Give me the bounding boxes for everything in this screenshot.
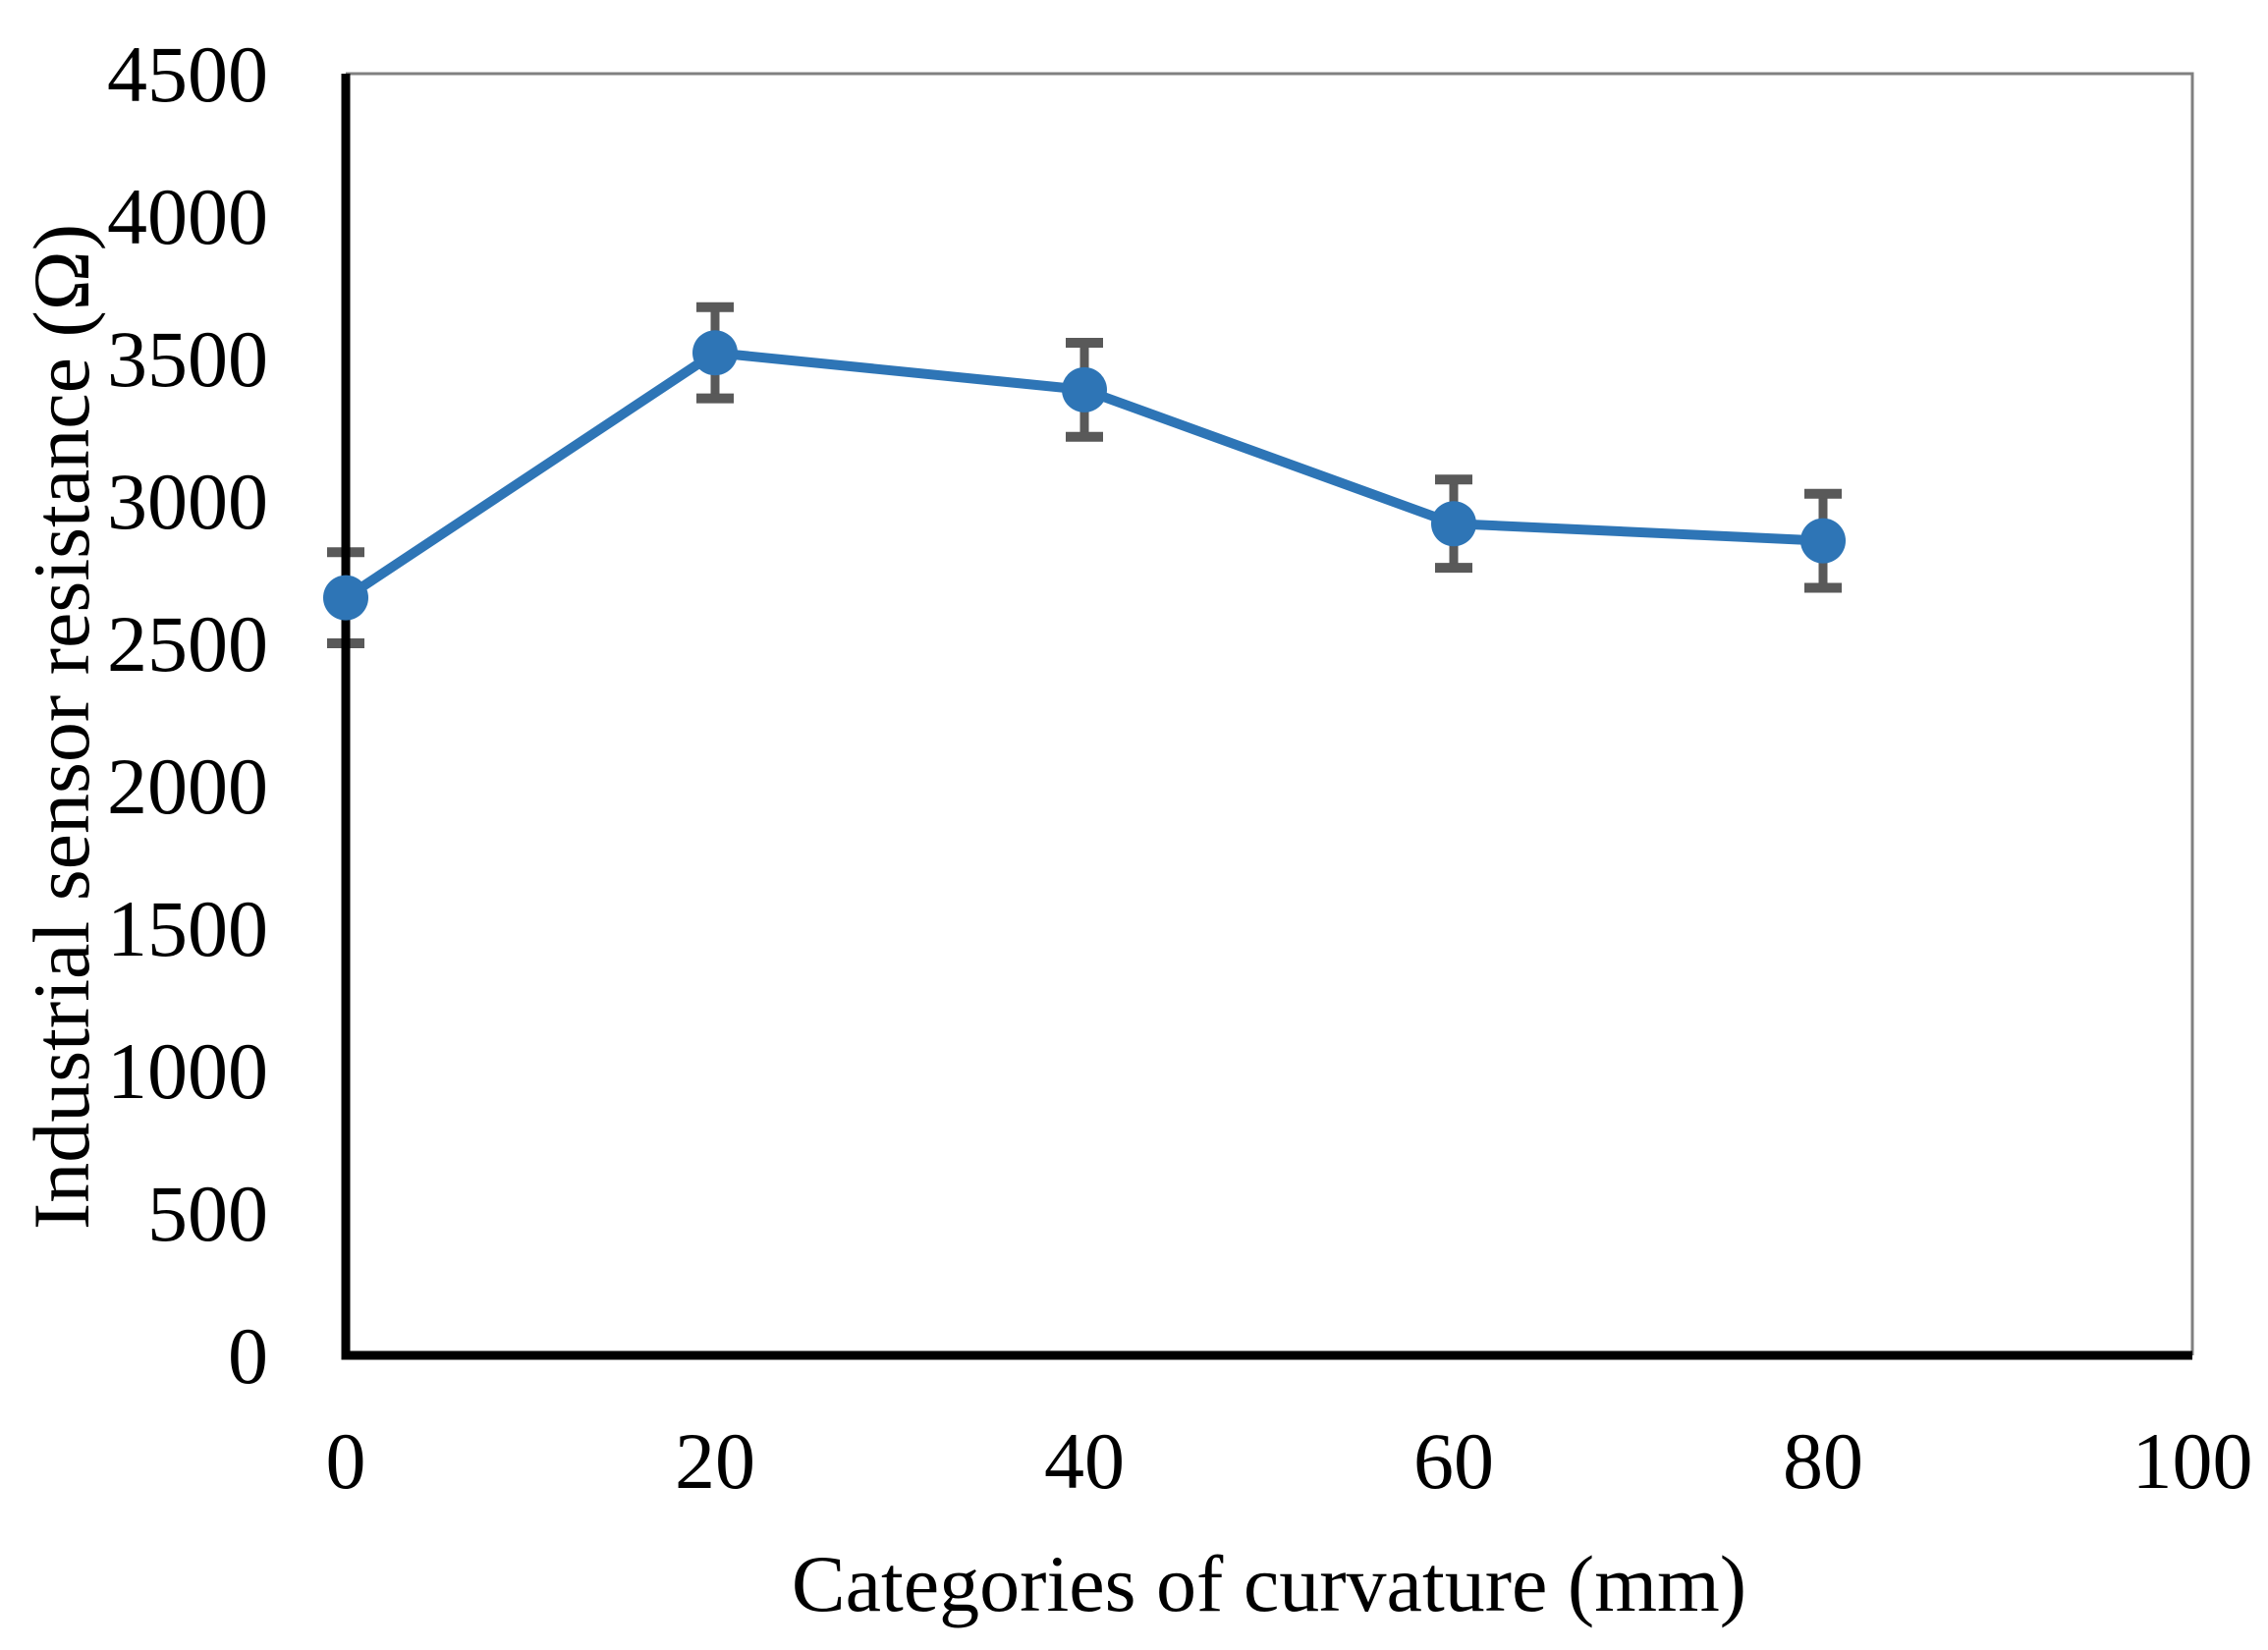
y-tick-label: 4000 <box>107 172 268 261</box>
x-tick-label: 20 <box>675 1416 755 1506</box>
error-bars-group <box>327 302 1842 648</box>
x-tick-labels-group: 0 20 40 60 80 100 <box>326 1416 2253 1506</box>
data-point-marker <box>692 330 738 376</box>
y-tick-label: 1500 <box>107 884 268 973</box>
data-point-marker <box>1062 366 1107 412</box>
y-tick-label: 2500 <box>107 599 268 688</box>
x-tick-label: 40 <box>1044 1416 1125 1506</box>
y-tick-label: 2000 <box>107 742 268 831</box>
markers-group <box>323 330 1846 621</box>
y-tick-label: 4500 <box>107 29 268 119</box>
x-tick-label: 80 <box>1783 1416 1863 1506</box>
y-tick-label: 0 <box>228 1311 268 1401</box>
x-tick-label: 100 <box>2132 1416 2253 1506</box>
y-axis-title: Industrial sensor resistance (Ω) <box>17 224 106 1230</box>
data-point-marker <box>1431 501 1476 547</box>
x-tick-label: 0 <box>326 1416 366 1506</box>
data-point-marker <box>323 575 368 621</box>
y-tick-label: 3000 <box>107 457 268 546</box>
data-point-marker <box>1800 518 1846 564</box>
x-axis-title: Categories of curvature (mm) <box>792 1539 1746 1628</box>
y-tick-label: 500 <box>147 1169 268 1258</box>
y-tick-labels-group: 0 500 1000 1500 2000 2500 3000 3500 4000 4500 <box>107 29 268 1401</box>
y-tick-label: 3500 <box>107 314 268 404</box>
y-tick-label: 1000 <box>107 1026 268 1116</box>
x-tick-label: 60 <box>1413 1416 1494 1506</box>
